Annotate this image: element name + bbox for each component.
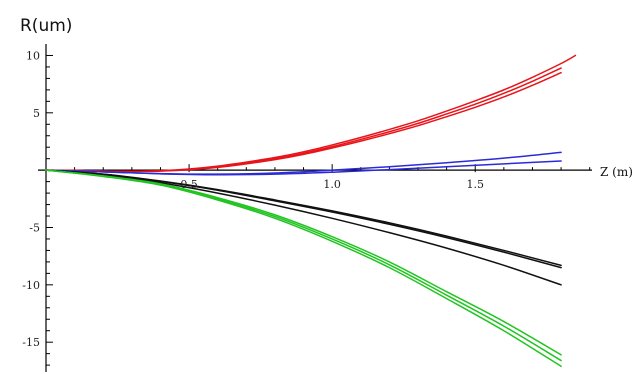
ticks — [46, 54, 591, 366]
series-line-2 — [45, 71, 562, 173]
series-line-1 — [45, 67, 562, 173]
y-tick-label: -5 — [29, 221, 40, 234]
series-line-4 — [45, 160, 562, 176]
series-line-0 — [45, 54, 577, 173]
series-line-7 — [45, 169, 562, 286]
series-line-9 — [45, 169, 562, 362]
y-tick-label: -10 — [22, 279, 40, 292]
x-tick-label: 0.5 — [180, 178, 198, 191]
y-tick-label: 10 — [26, 49, 40, 62]
tick-labels: 0.5 1.0 1.5 10 5 -5 -10 -15 — [22, 49, 484, 349]
series-line-10 — [45, 169, 562, 368]
series-curves — [45, 54, 577, 368]
y-axis-title: R(um) — [20, 16, 72, 36]
x-axis-title: Z (m) — [600, 165, 633, 179]
x-tick-label: 1.5 — [466, 178, 484, 191]
y-tick-label: 5 — [33, 107, 40, 120]
x-tick-label: 1.0 — [323, 178, 341, 191]
series-line-8 — [45, 169, 562, 356]
y-tick-label: -15 — [22, 336, 40, 349]
series-line-6 — [45, 169, 562, 269]
